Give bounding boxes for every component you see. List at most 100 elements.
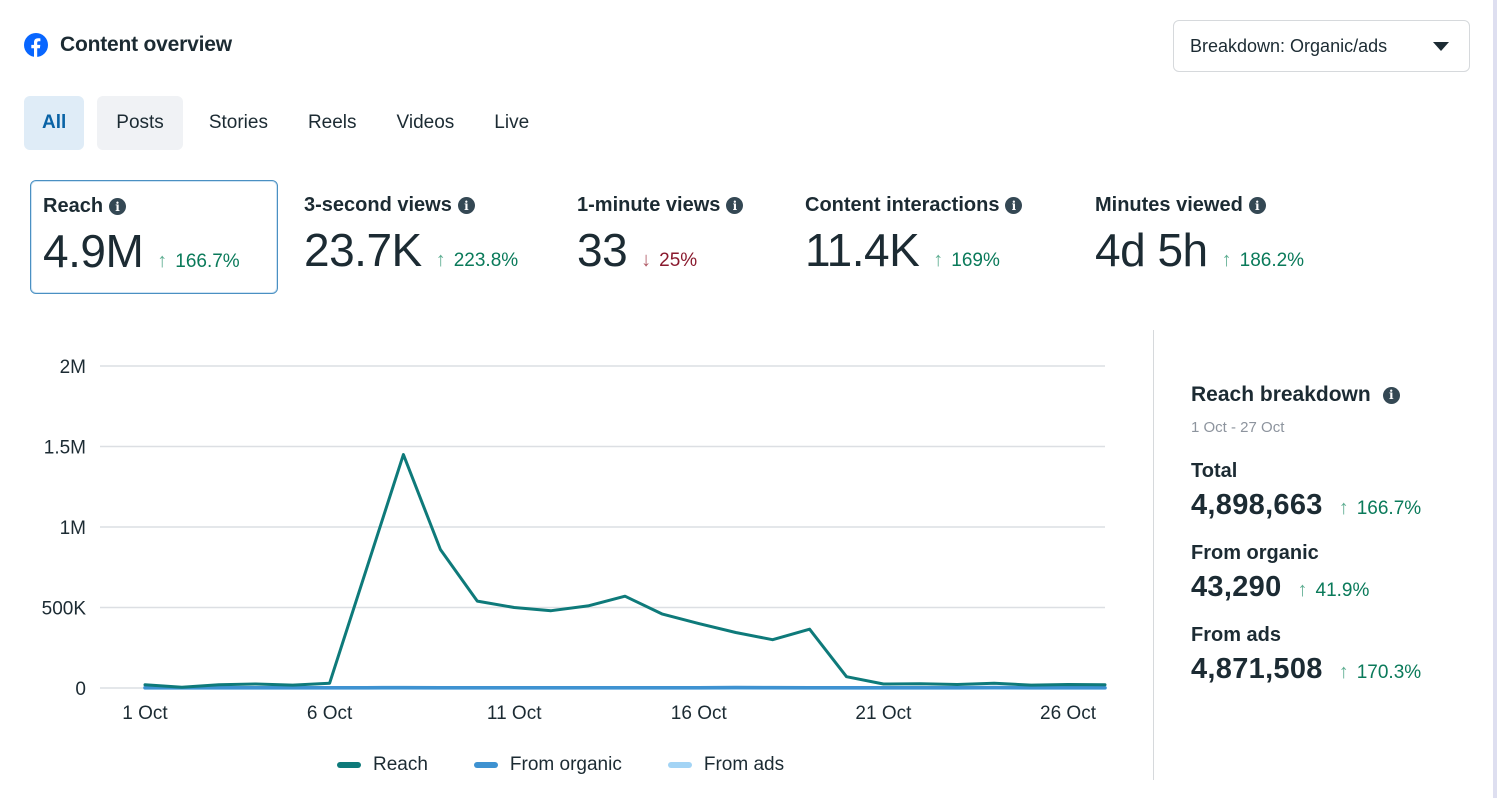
metric-value: 4d 5h bbox=[1095, 224, 1208, 276]
tab-label: Videos bbox=[396, 112, 455, 133]
tab-stories[interactable]: Stories bbox=[196, 96, 281, 150]
metric-label: 1-minute views bbox=[577, 194, 721, 216]
caret-down-icon bbox=[1433, 42, 1449, 51]
arrow-up-icon: ↑ bbox=[1338, 497, 1349, 519]
breakdown-change: ↑ 41.9% bbox=[1298, 579, 1370, 602]
content-type-tabs: All Posts Stories Reels Videos Live bbox=[24, 96, 556, 150]
page-header: Content overview bbox=[24, 33, 232, 57]
metric-label: Reach bbox=[43, 195, 104, 217]
chart-legend: Reach From organic From ads bbox=[337, 754, 830, 776]
info-icon[interactable]: i bbox=[1382, 386, 1400, 404]
arrow-up-icon: ↑ bbox=[933, 249, 944, 271]
legend-label: From ads bbox=[703, 754, 785, 775]
metric-change: ↓ 25% bbox=[641, 249, 697, 272]
tab-label: Live bbox=[494, 112, 530, 133]
metric-card-1-minute-views[interactable]: 1-minute views i 33 ↓ 25% bbox=[565, 180, 785, 294]
metric-change-value: 223.8% bbox=[453, 250, 519, 271]
x-axis-ticks: 1 Oct 6 Oct 11 Oct 16 Oct 21 Oct 26 Oct bbox=[122, 703, 1096, 724]
breakdown-change-value: 41.9% bbox=[1315, 580, 1370, 601]
x-tick-label: 21 Oct bbox=[855, 703, 912, 724]
x-tick-label: 1 Oct bbox=[122, 703, 168, 724]
tab-posts[interactable]: Posts bbox=[97, 96, 183, 150]
metric-card-minutes-viewed[interactable]: Minutes viewed i 4d 5h ↑ 186.2% bbox=[1083, 180, 1353, 294]
breakdown-label: Total bbox=[1191, 460, 1238, 482]
breakdown-value: 4,871,508 bbox=[1191, 653, 1323, 685]
info-icon[interactable]: i bbox=[1248, 197, 1266, 214]
metric-value: 23.7K bbox=[304, 224, 422, 276]
y-tick-label: 0 bbox=[75, 679, 86, 700]
metric-card-reach[interactable]: Reach i 4.9M ↑ 166.7% bbox=[30, 180, 278, 294]
info-icon[interactable]: i bbox=[726, 197, 744, 214]
arrow-up-icon: ↑ bbox=[1338, 661, 1349, 683]
y-tick-label: 1M bbox=[60, 518, 86, 539]
legend-item-ads[interactable]: From ads bbox=[667, 754, 785, 776]
tab-all[interactable]: All bbox=[24, 96, 85, 150]
breakdown-change-value: 166.7% bbox=[1356, 498, 1422, 519]
y-tick-label: 500K bbox=[42, 599, 87, 620]
page-title: Content overview bbox=[60, 33, 232, 56]
arrow-up-icon: ↑ bbox=[1297, 579, 1308, 601]
breakdown-date-range: 1 Oct - 27 Oct bbox=[1191, 419, 1285, 436]
breakdown-total: Total 4,898,663 ↑ 166.7% bbox=[1191, 460, 1481, 522]
legend-item-reach[interactable]: Reach bbox=[337, 754, 428, 776]
arrow-up-icon: ↑ bbox=[435, 249, 446, 271]
reach-line-chart[interactable]: 0 500K 1M 1.5M 2M 1 Oct 6 Oct 11 Oct 16 Oct 21 O… bbox=[0, 330, 1130, 750]
breakdown-change: ↑ 170.3% bbox=[1339, 661, 1421, 684]
tab-videos[interactable]: Videos bbox=[384, 96, 468, 150]
metric-change-value: 186.2% bbox=[1239, 250, 1305, 271]
x-tick-label: 16 Oct bbox=[671, 703, 728, 724]
info-icon[interactable]: i bbox=[109, 198, 127, 215]
legend-swatch-organic bbox=[473, 762, 498, 768]
metric-change: ↑ 169% bbox=[933, 249, 1000, 272]
panel-divider bbox=[1153, 330, 1154, 780]
breakdown-title: Reach breakdown bbox=[1191, 383, 1371, 406]
metric-value: 33 bbox=[577, 224, 628, 276]
arrow-up-icon: ↑ bbox=[157, 250, 168, 272]
y-axis-ticks: 0 500K 1M 1.5M 2M bbox=[42, 357, 87, 700]
tab-label: Posts bbox=[116, 112, 164, 133]
facebook-icon bbox=[24, 33, 48, 57]
metric-card-content-interactions[interactable]: Content interactions i 11.4K ↑ 169% bbox=[793, 180, 1073, 294]
breakdown-ads: From ads 4,871,508 ↑ 170.3% bbox=[1191, 624, 1481, 686]
legend-item-organic[interactable]: From organic bbox=[473, 754, 622, 776]
metric-change-value: 25% bbox=[659, 250, 698, 271]
legend-label: Reach bbox=[373, 754, 428, 775]
legend-swatch-reach bbox=[337, 762, 361, 768]
info-icon[interactable]: i bbox=[457, 197, 475, 214]
breakdown-label: From ads bbox=[1191, 624, 1282, 646]
tab-label: All bbox=[42, 112, 67, 133]
metric-change-value: 169% bbox=[951, 250, 1000, 271]
breakdown-dropdown[interactable]: Breakdown: Organic/ads bbox=[1173, 20, 1470, 72]
tab-label: Reels bbox=[307, 112, 357, 133]
page-scrollbar[interactable] bbox=[1493, 0, 1497, 798]
x-tick-label: 11 Oct bbox=[487, 703, 542, 724]
metric-change: ↑ 186.2% bbox=[1222, 249, 1304, 272]
reach-breakdown-panel: Reach breakdown i 1 Oct - 27 Oct Total 4,… bbox=[1191, 383, 1481, 686]
breakdown-dropdown-label: Breakdown: Organic/ads bbox=[1190, 35, 1388, 56]
series-lines bbox=[143, 453, 1107, 690]
x-tick-label: 6 Oct bbox=[307, 703, 353, 724]
legend-label: From organic bbox=[509, 754, 622, 775]
metric-change: ↑ 223.8% bbox=[436, 249, 518, 272]
breakdown-organic: From organic 43,290 ↑ 41.9% bbox=[1191, 542, 1481, 604]
metric-label: Content interactions bbox=[805, 194, 1000, 216]
breakdown-change: ↑ 166.7% bbox=[1339, 497, 1421, 520]
tab-reels[interactable]: Reels bbox=[295, 96, 370, 150]
metric-card-3-second-views[interactable]: 3-second views i 23.7K ↑ 223.8% bbox=[292, 180, 554, 294]
legend-swatch-ads bbox=[667, 762, 692, 768]
metric-cards: Reach i 4.9M ↑ 166.7% 3-second views i 23.7… bbox=[30, 180, 1360, 294]
y-tick-label: 2M bbox=[60, 357, 86, 378]
reach-chart: 0 500K 1M 1.5M 2M 1 Oct 6 Oct 11 Oct 16 Oct 21 O… bbox=[0, 330, 1130, 798]
metric-label: 3-second views bbox=[304, 194, 452, 216]
series-line-reach bbox=[143, 453, 1107, 689]
metric-value: 4.9M bbox=[43, 225, 144, 277]
breakdown-change-value: 170.3% bbox=[1356, 662, 1422, 683]
metric-change-value: 166.7% bbox=[175, 251, 240, 272]
metric-label: Minutes viewed bbox=[1095, 194, 1243, 216]
breakdown-value: 4,898,663 bbox=[1191, 489, 1323, 521]
tab-live[interactable]: Live bbox=[481, 96, 542, 150]
y-tick-label: 1.5M bbox=[44, 438, 86, 459]
arrow-down-icon: ↓ bbox=[641, 249, 652, 271]
breakdown-label: From organic bbox=[1191, 542, 1319, 564]
info-icon[interactable]: i bbox=[1005, 197, 1023, 214]
